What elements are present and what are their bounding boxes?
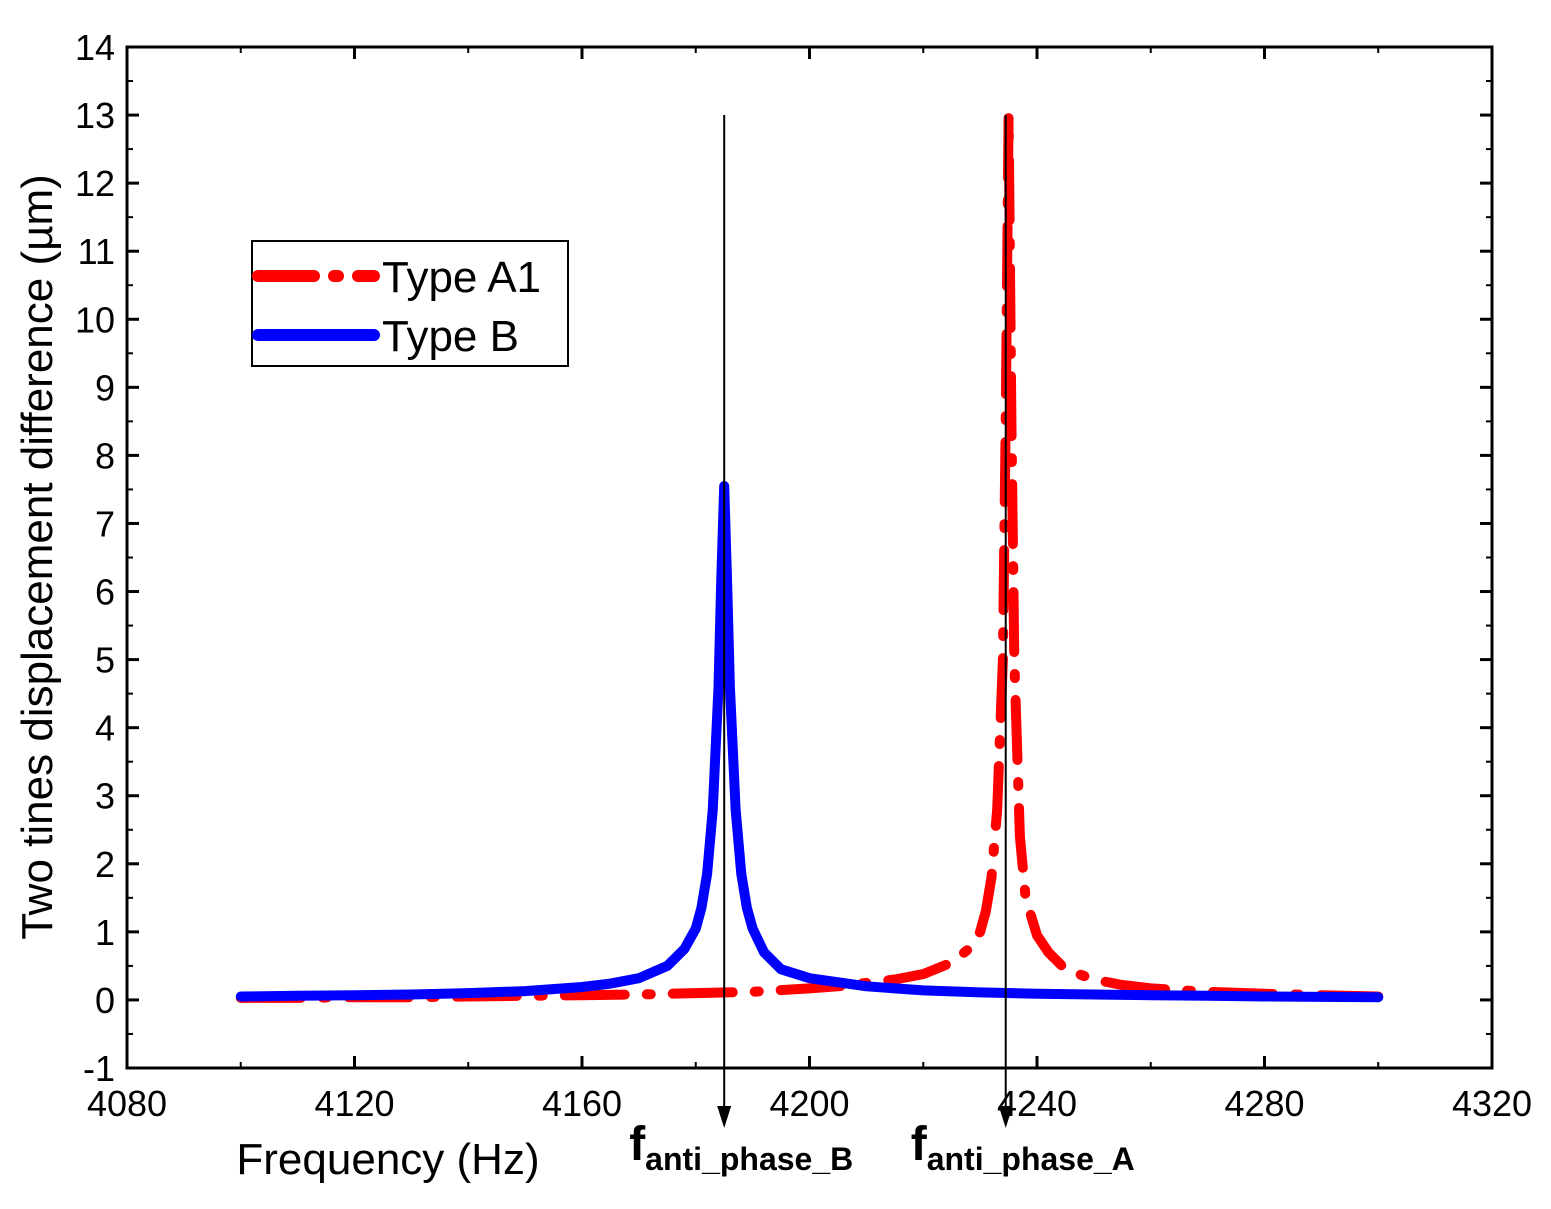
x-axis: 4080 4120 4160 4200 4240 4280 4320 [87,47,1532,1124]
y-axis-title: Two tines displacement difference (µm) [13,174,62,940]
y-tick-label: 2 [95,844,115,885]
y-tick-label: 12 [75,163,115,204]
legend-label-type-a1: Type A1 [382,253,541,302]
y-tick-label: 8 [95,435,115,476]
x-tick-label: 4120 [314,1083,394,1124]
y-tick-label: 0 [95,980,115,1021]
x-tick-label: 4280 [1224,1083,1304,1124]
annotation-label: fanti_phase_A [911,1118,1135,1177]
annotation-arrow-head [717,1106,732,1128]
x-axis-title: Frequency (Hz) [236,1135,539,1184]
y-tick-label: 6 [95,572,115,613]
series-line-type-b [235,481,1384,1003]
y-tick-label: 1 [95,912,115,953]
annotation-label: fanti_phase_B [629,1118,853,1177]
x-tick-label: 4200 [769,1083,849,1124]
x-tick-label: 4240 [997,1083,1077,1124]
series-line-type-a1 [235,110,1384,1003]
y-tick-label: 13 [75,95,115,136]
y-tick-label: -1 [83,1048,115,1089]
annotations: fanti_phase_B fanti_phase_A [629,115,1135,1177]
x-tick-label: 4320 [1452,1083,1532,1124]
y-tick-label: 3 [95,776,115,817]
plot-area [125,45,1494,1070]
legend-label-type-b: Type B [382,312,519,361]
x-tick-label: 4080 [87,1083,167,1124]
y-tick-label: 4 [95,708,115,749]
y-tick-label: 5 [95,640,115,681]
y-tick-label: 10 [75,299,115,340]
annotation-arrow-head [998,1106,1013,1128]
y-tick-label: 14 [75,27,115,68]
legend: Type A1 Type B [251,240,569,367]
y-tick-label: 9 [95,367,115,408]
y-tick-label: 11 [78,231,115,272]
y-tick-label: 7 [95,503,115,544]
legend-box [251,240,569,367]
x-tick-label: 4160 [542,1083,622,1124]
series-layer [235,110,1384,1003]
